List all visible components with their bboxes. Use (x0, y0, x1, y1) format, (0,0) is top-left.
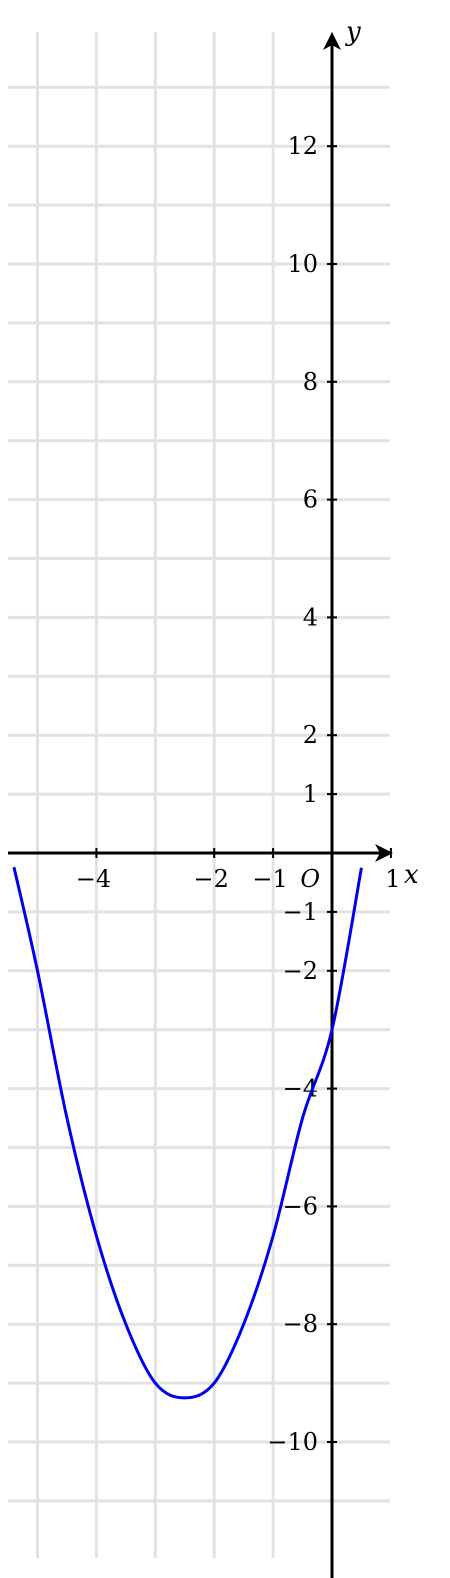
series-layer (12, 866, 363, 1400)
y-tick-label: 12 (287, 132, 318, 160)
y-tick-label: 8 (303, 368, 318, 396)
x-tick-label: −2 (194, 865, 229, 893)
y-tick-label: −1 (283, 898, 318, 926)
y-tick-label: 4 (303, 603, 318, 631)
y-tick-label: −10 (267, 1428, 318, 1456)
x-tick-label: −4 (76, 865, 111, 893)
y-tick-label: 1 (303, 780, 318, 808)
y-axis-label: y (345, 17, 361, 47)
axes (8, 32, 393, 1578)
y-tick-label: −8 (283, 1310, 318, 1338)
y-tick-label: 6 (303, 486, 318, 514)
x-tick-label: 1 (385, 865, 400, 893)
y-tick-label: 2 (303, 721, 318, 749)
y-tick-label: −6 (283, 1192, 318, 1220)
origin-label: O (300, 865, 320, 893)
y-axis-arrowhead (323, 32, 341, 50)
y-tick-label: 10 (287, 250, 318, 278)
series-curve-0 (12, 866, 363, 1400)
x-axis-arrowhead (375, 844, 393, 862)
x-tick-label: −1 (252, 865, 287, 893)
y-tick-label: −2 (283, 957, 318, 985)
x-axis-label: x (404, 860, 419, 890)
